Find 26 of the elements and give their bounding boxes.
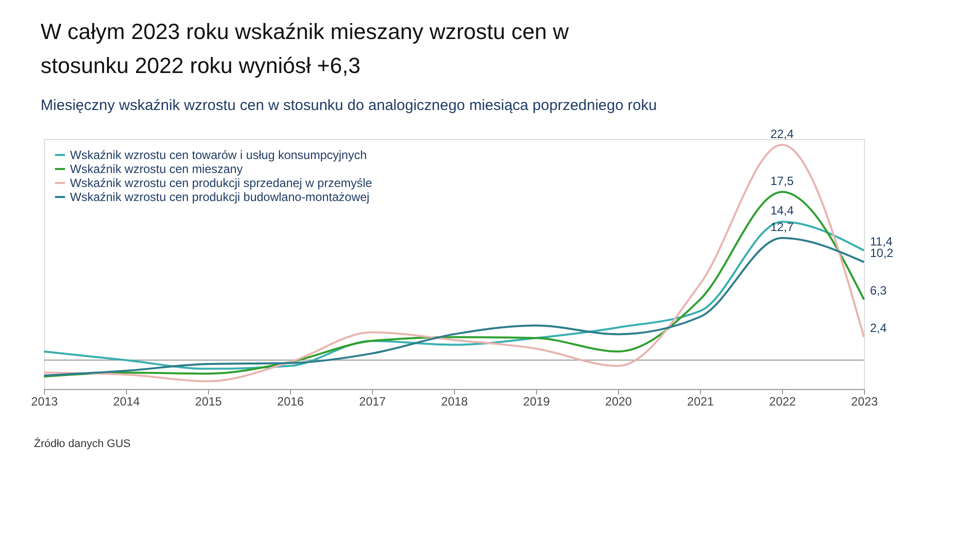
x-tick-label: 2013 xyxy=(31,394,58,408)
legend-label: Wskaźnik wzrostu cen mieszany xyxy=(70,162,243,176)
x-tick-label: 2020 xyxy=(605,394,632,408)
data-label: 6,3 xyxy=(870,284,888,298)
chart-title: W całym 2023 roku wskaźnik mieszany wzrostu cen w stosunku 2022 roku wyniósł +6,3 xyxy=(40,18,569,78)
x-tick-label: 2021 xyxy=(687,394,714,408)
x-tick-label: 2015 xyxy=(195,394,222,408)
data-label: 17,5 xyxy=(770,174,794,188)
x-tick-label: 2022 xyxy=(769,394,796,408)
x-tick-label: 2014 xyxy=(113,394,140,408)
data-label: 2,4 xyxy=(870,321,888,336)
legend-label: Wskaźnik wzrostu cen produkcji budowlano-montażowej xyxy=(70,190,370,204)
data-label: 14,4 xyxy=(770,204,794,218)
data-label: 12,7 xyxy=(770,220,794,234)
data-label: 11,4 xyxy=(870,234,893,249)
x-tick-label: 2016 xyxy=(277,394,304,408)
chart-subtitle: Miesięczny wskaźnik wzrostu cen w stosunku do analogicznego miesiąca poprzedniego roku xyxy=(40,96,657,114)
x-tick-label: 2019 xyxy=(523,394,550,408)
x-tick-label: 2017 xyxy=(359,394,386,408)
legend-label: Wskaźnik wzrostu cen produkcji sprzedanej w przemyśle xyxy=(70,176,372,190)
x-tick-label: 2018 xyxy=(441,394,468,408)
data-label: 22,4 xyxy=(770,126,794,141)
data-label: 10,2 xyxy=(870,246,894,260)
text: Źródło danych GUS xyxy=(34,437,131,450)
legend-label: Wskaźnik wzrostu cen towarów i usług konsumpcyjnych xyxy=(70,148,367,162)
x-tick-label: 2023 xyxy=(851,394,878,408)
